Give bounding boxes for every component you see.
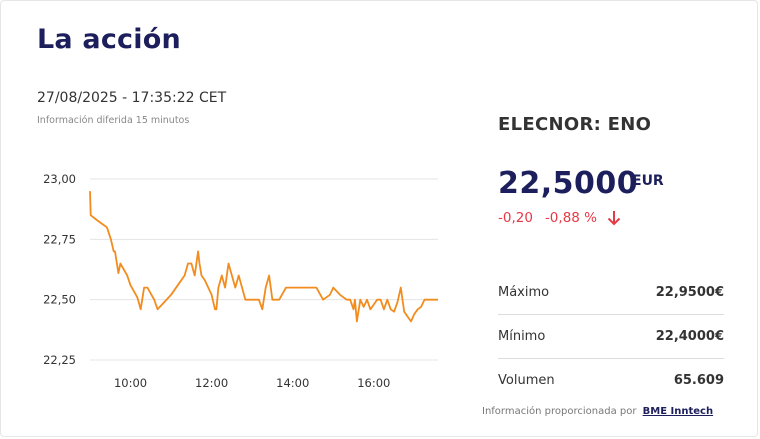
price-change: -0,20 -0,88 %: [498, 210, 621, 226]
last-price: 22,5000: [498, 166, 639, 201]
stat-row-maximo: Máximo 22,9500€: [498, 270, 724, 314]
x-axis: 10:00 12:00 14:00 16:00: [114, 376, 390, 390]
chart-series: [89, 191, 438, 323]
stat-label: Volumen: [498, 373, 555, 388]
change-percent: -0,88 %: [544, 210, 597, 226]
stat-value: 22,9500€: [655, 284, 724, 300]
x-tick-label: 16:00: [357, 376, 390, 390]
quote-datetime: 27/08/2025 - 17:35:22 CET: [37, 90, 227, 106]
stats-table: Máximo 22,9500€ Mínimo 22,4000€ Volumen …: [498, 270, 724, 402]
source-note: Información proporcionada por BME Inntec…: [482, 406, 713, 417]
x-tick-label: 12:00: [195, 376, 228, 390]
page-title: La acción: [37, 24, 181, 55]
source-link[interactable]: BME Inntech: [642, 406, 714, 417]
ticker-label: ELECNOR: ENO: [498, 114, 652, 135]
y-tick-label: 22,50: [43, 293, 76, 307]
stat-row-minimo: Mínimo 22,4000€: [498, 314, 724, 358]
delay-note: Información diferida 15 minutos: [37, 115, 190, 126]
arrow-down-icon: [607, 211, 621, 226]
x-tick-label: 14:00: [276, 376, 309, 390]
change-value: -0,20: [498, 210, 533, 226]
x-tick-label: 10:00: [114, 376, 147, 390]
source-text: Información proporcionada por: [482, 406, 637, 417]
stat-label: Mínimo: [498, 329, 546, 344]
chart-grid: [90, 178, 438, 361]
stat-row-volumen: Volumen 65.609: [498, 358, 724, 402]
stat-label: Máximo: [498, 284, 550, 300]
stat-value: 22,4000€: [655, 329, 724, 344]
y-tick-label: 22,25: [43, 353, 76, 367]
y-tick-label: 22,75: [43, 232, 76, 246]
y-tick-label: 23,00: [43, 172, 76, 186]
price-line: [89, 191, 438, 323]
stat-value: 65.609: [673, 373, 724, 388]
currency-label: EUR: [632, 173, 664, 189]
y-axis: 23,00 22,75 22,50 22,25: [43, 172, 76, 367]
